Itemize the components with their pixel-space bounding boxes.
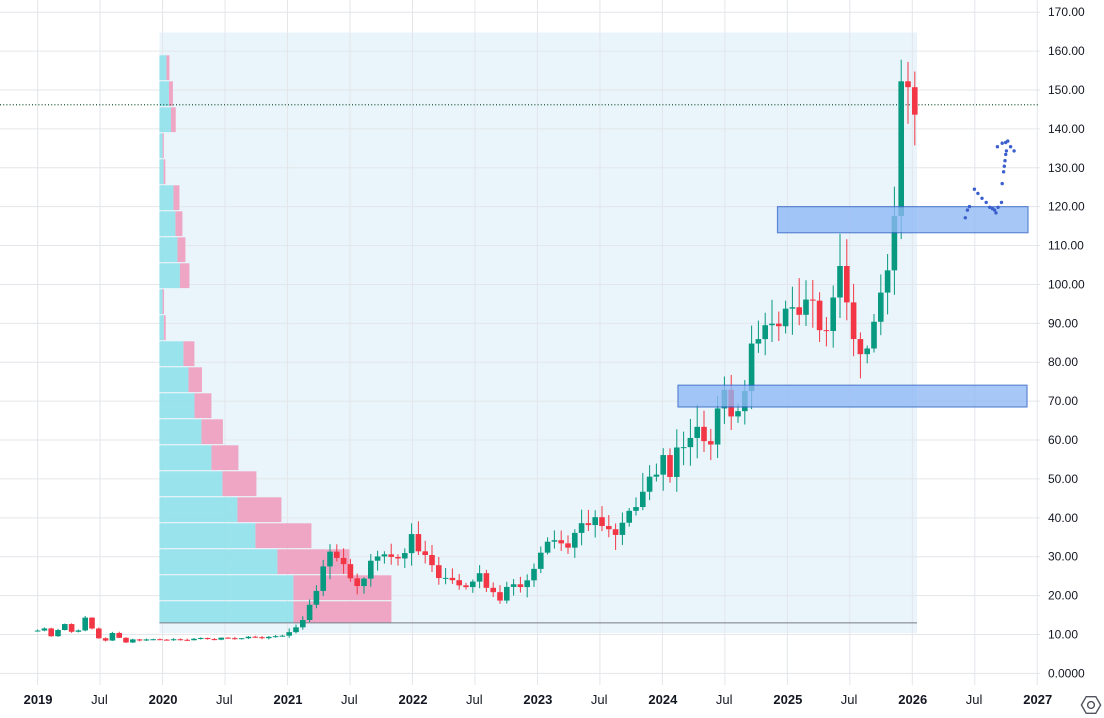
- svg-text:50.00: 50.00: [1048, 472, 1078, 486]
- svg-text:2022: 2022: [399, 692, 428, 707]
- svg-text:30.00: 30.00: [1048, 550, 1078, 564]
- svg-text:140.00: 140.00: [1048, 122, 1085, 136]
- svg-text:2025: 2025: [773, 692, 802, 707]
- svg-text:Jul: Jul: [966, 692, 983, 707]
- svg-text:2020: 2020: [149, 692, 178, 707]
- svg-text:40.00: 40.00: [1048, 511, 1078, 525]
- svg-text:Jul: Jul: [91, 692, 108, 707]
- svg-text:150.00: 150.00: [1048, 83, 1085, 97]
- svg-text:Jul: Jul: [716, 692, 733, 707]
- svg-text:80.00: 80.00: [1048, 355, 1078, 369]
- svg-text:Jul: Jul: [216, 692, 233, 707]
- svg-text:110.00: 110.00: [1048, 239, 1084, 253]
- svg-text:130.00: 130.00: [1048, 161, 1085, 175]
- svg-text:2024: 2024: [648, 692, 678, 707]
- svg-text:60.00: 60.00: [1048, 433, 1078, 447]
- svg-text:90.00: 90.00: [1048, 316, 1078, 330]
- svg-text:Jul: Jul: [466, 692, 483, 707]
- svg-text:2027: 2027: [1023, 692, 1052, 707]
- svg-text:70.00: 70.00: [1048, 394, 1078, 408]
- svg-text:2021: 2021: [274, 692, 303, 707]
- svg-text:160.00: 160.00: [1048, 44, 1085, 58]
- svg-text:120.00: 120.00: [1048, 200, 1085, 214]
- svg-text:Jul: Jul: [341, 692, 358, 707]
- svg-text:Jul: Jul: [591, 692, 608, 707]
- svg-text:2019: 2019: [24, 692, 53, 707]
- svg-text:2026: 2026: [898, 692, 927, 707]
- svg-text:0.0000: 0.0000: [1048, 666, 1085, 680]
- svg-text:20.00: 20.00: [1048, 589, 1078, 603]
- svg-text:Jul: Jul: [841, 692, 858, 707]
- svg-text:100.00: 100.00: [1048, 278, 1085, 292]
- svg-text:170.00: 170.00: [1048, 5, 1085, 19]
- svg-text:10.00: 10.00: [1048, 628, 1078, 642]
- svg-text:2023: 2023: [523, 692, 552, 707]
